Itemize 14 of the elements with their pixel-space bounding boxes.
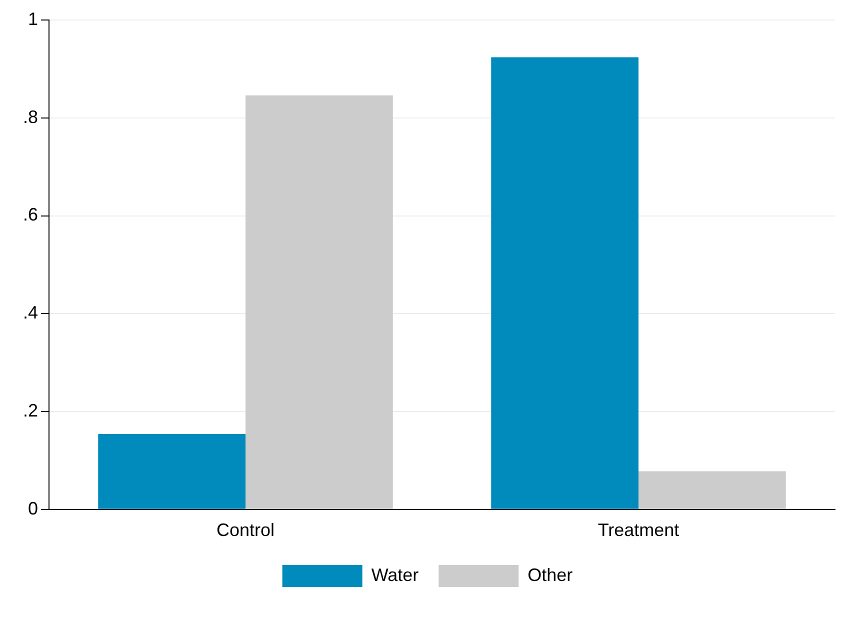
bar	[638, 471, 786, 509]
bar	[491, 57, 639, 509]
y-tick-label: .8	[22, 106, 38, 127]
bar	[246, 95, 393, 509]
y-tick-label: 0	[28, 498, 38, 518]
bar	[98, 434, 246, 509]
x-tick-label: Control	[216, 520, 275, 540]
legend-label: Water	[371, 564, 419, 585]
x-tick-label: Treatment	[598, 520, 680, 540]
legend-label: Other	[528, 564, 573, 585]
y-tick-label: 1	[28, 8, 38, 29]
y-tick-label: .4	[22, 302, 38, 323]
y-tick-label: .2	[22, 400, 38, 420]
y-tick-label: .6	[22, 204, 38, 225]
